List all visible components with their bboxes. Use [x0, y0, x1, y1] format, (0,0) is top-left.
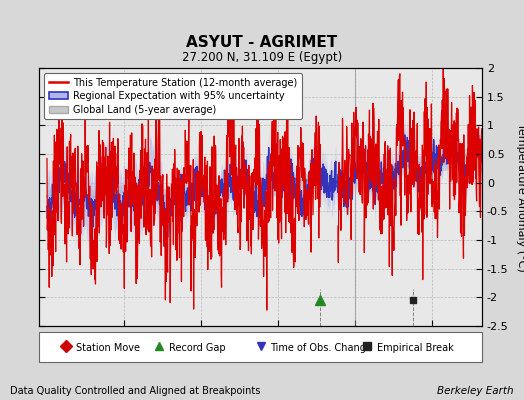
Text: Station Move: Station Move [75, 342, 139, 353]
Text: ASYUT - AGRIMET: ASYUT - AGRIMET [187, 35, 337, 50]
Text: Berkeley Earth: Berkeley Earth [437, 386, 514, 396]
Text: Empirical Break: Empirical Break [377, 342, 453, 353]
Text: 27.200 N, 31.109 E (Egypt): 27.200 N, 31.109 E (Egypt) [182, 51, 342, 64]
Y-axis label: Temperature Anomaly (°C): Temperature Anomaly (°C) [516, 123, 524, 271]
FancyBboxPatch shape [39, 332, 482, 362]
Legend: This Temperature Station (12-month average), Regional Expectation with 95% uncer: This Temperature Station (12-month avera… [44, 73, 302, 119]
Text: Data Quality Controlled and Aligned at Breakpoints: Data Quality Controlled and Aligned at B… [10, 386, 261, 396]
Text: Time of Obs. Change: Time of Obs. Change [270, 342, 373, 353]
Text: Record Gap: Record Gap [169, 342, 225, 353]
